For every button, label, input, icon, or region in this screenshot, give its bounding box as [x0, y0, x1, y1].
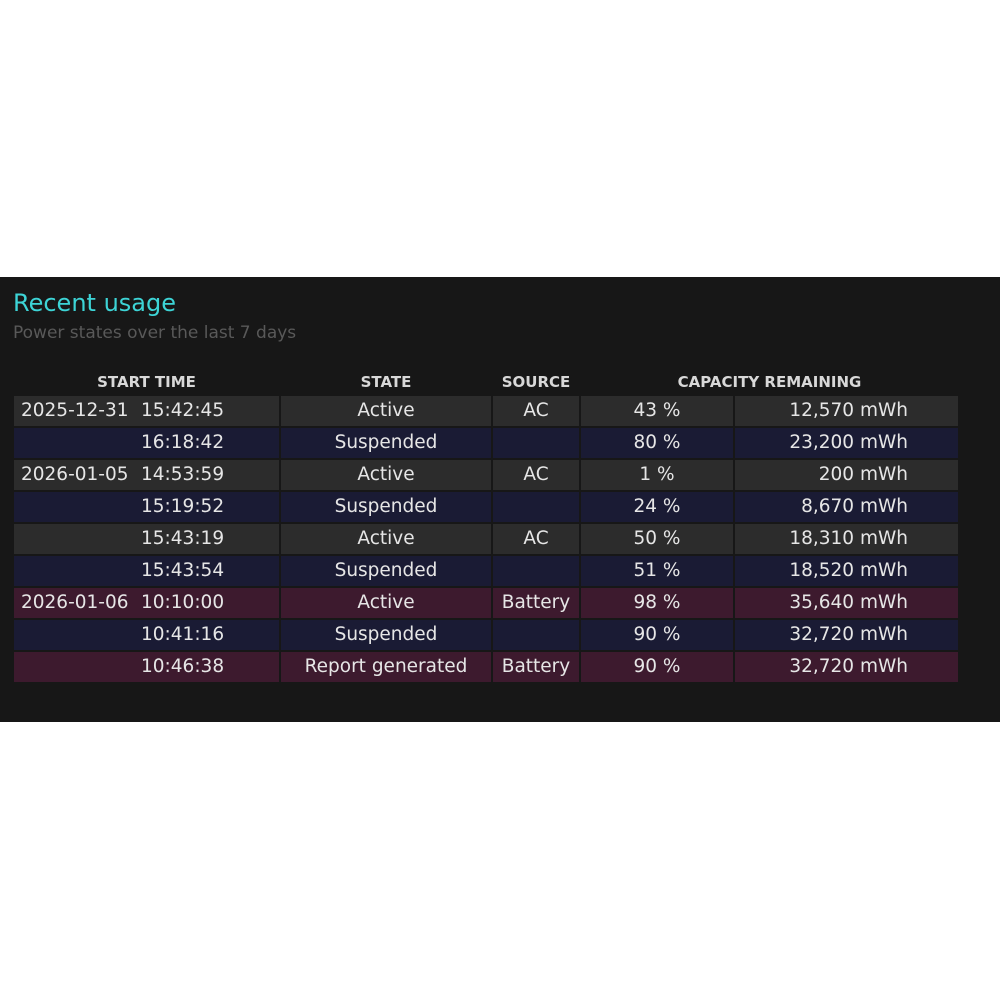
time: 14:53:59: [141, 464, 225, 485]
percent-cell: 43 %: [581, 396, 733, 426]
state-cell: Active: [281, 460, 491, 490]
start-time-cell: 15:19:52: [14, 492, 279, 522]
header-start-time: START TIME: [97, 373, 196, 391]
state-cell: Suspended: [281, 428, 491, 458]
source-cell: [493, 492, 579, 522]
start-time-cell: 15:43:19: [14, 524, 279, 554]
capacity-cell: 200 mWh: [735, 460, 958, 490]
capacity-cell: 32,720 mWh: [735, 620, 958, 650]
capacity-cell: 18,310 mWh: [735, 524, 958, 554]
date: 2025-12-31: [21, 400, 129, 421]
source-cell: [493, 556, 579, 586]
time: 10:10:00: [141, 592, 225, 613]
capacity-value: 23,200 mWh: [789, 432, 908, 453]
source-cell: Battery: [493, 588, 579, 618]
capacity-value: 35,640 mWh: [789, 592, 908, 613]
time: 15:43:54: [141, 560, 225, 581]
start-time-cell: 10:41:16: [14, 620, 279, 650]
capacity-value: 200 mWh: [818, 464, 908, 485]
time: 15:43:19: [141, 528, 225, 549]
time: 10:46:38: [141, 656, 225, 677]
state-cell: Suspended: [281, 556, 491, 586]
percent-cell: 1 %: [581, 460, 733, 490]
capacity-cell: 32,720 mWh: [735, 652, 958, 682]
time: 15:42:45: [141, 400, 225, 421]
source-cell: Battery: [493, 652, 579, 682]
source-cell: AC: [493, 460, 579, 490]
header-capacity-remaining: CAPACITY REMAINING: [677, 373, 862, 391]
percent-cell: 98 %: [581, 588, 733, 618]
state-cell: Suspended: [281, 620, 491, 650]
start-time-cell: 10:46:38: [14, 652, 279, 682]
capacity-value: 18,520 mWh: [789, 560, 908, 581]
capacity-cell: 23,200 mWh: [735, 428, 958, 458]
header-state: STATE: [360, 373, 412, 391]
date: 2026-01-06: [21, 592, 129, 613]
capacity-cell: 35,640 mWh: [735, 588, 958, 618]
capacity-value: 12,570 mWh: [789, 400, 908, 421]
capacity-cell: 18,520 mWh: [735, 556, 958, 586]
section-subtitle: Power states over the last 7 days: [13, 323, 297, 343]
percent-cell: 90 %: [581, 620, 733, 650]
start-time-cell: 2026-01-05 14:53:59: [14, 460, 279, 490]
percent-cell: 90 %: [581, 652, 733, 682]
start-time-cell: 2025-12-31 15:42:45: [14, 396, 279, 426]
source-cell: [493, 620, 579, 650]
header-source: SOURCE: [501, 373, 571, 391]
percent-cell: 80 %: [581, 428, 733, 458]
capacity-value: 8,670 mWh: [801, 496, 908, 517]
state-cell: Report generated: [281, 652, 491, 682]
capacity-cell: 12,570 mWh: [735, 396, 958, 426]
capacity-value: 18,310 mWh: [789, 528, 908, 549]
time: 15:19:52: [141, 496, 225, 517]
percent-cell: 24 %: [581, 492, 733, 522]
state-cell: Active: [281, 524, 491, 554]
date: 2026-01-05: [21, 464, 129, 485]
source-cell: AC: [493, 524, 579, 554]
time: 10:41:16: [141, 624, 225, 645]
section-title: Recent usage: [13, 289, 176, 317]
percent-cell: 50 %: [581, 524, 733, 554]
recent-usage-panel: Recent usage Power states over the last …: [0, 277, 1000, 722]
percent-cell: 51 %: [581, 556, 733, 586]
capacity-cell: 8,670 mWh: [735, 492, 958, 522]
state-cell: Suspended: [281, 492, 491, 522]
state-cell: Active: [281, 588, 491, 618]
state-cell: Active: [281, 396, 491, 426]
start-time-cell: 2026-01-06 10:10:00: [14, 588, 279, 618]
capacity-value: 32,720 mWh: [789, 624, 908, 645]
capacity-value: 32,720 mWh: [789, 656, 908, 677]
start-time-cell: 15:43:54: [14, 556, 279, 586]
start-time-cell: 16:18:42: [14, 428, 279, 458]
source-cell: AC: [493, 396, 579, 426]
time: 16:18:42: [141, 432, 225, 453]
source-cell: [493, 428, 579, 458]
